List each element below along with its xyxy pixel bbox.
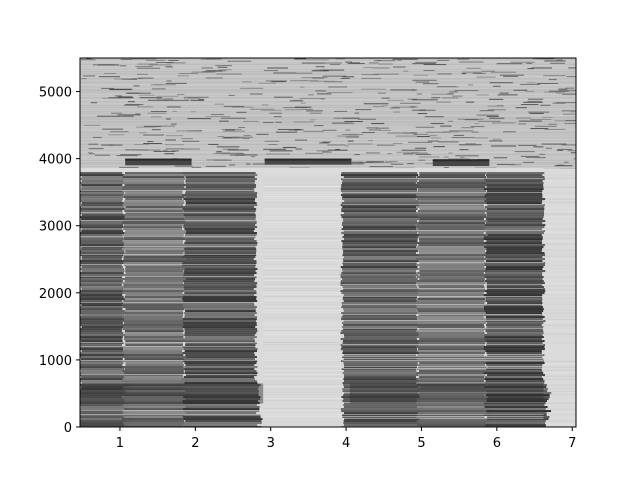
- right-strip: [543, 168, 576, 427]
- y-tick-label: 1000: [39, 354, 72, 369]
- x-tick-label: 4: [342, 436, 350, 451]
- x-tick-label: 3: [267, 436, 275, 451]
- y-tick-label: 3000: [39, 220, 72, 235]
- y-tick-label: 0: [64, 421, 72, 436]
- dark-band-2: [349, 383, 544, 404]
- separator-strip: [80, 168, 544, 173]
- y-axis: 0 1000 2000 3000 4000 5000: [39, 86, 80, 436]
- plot-frame: [79, 57, 577, 428]
- top-noise-band: [80, 58, 576, 170]
- x-tick-label: 6: [493, 436, 501, 451]
- gap-region: [263, 172, 343, 427]
- heatmap-image: [80, 58, 576, 427]
- x-tick-label: 2: [191, 436, 199, 451]
- y-tick-label: 2000: [39, 287, 72, 302]
- x-tick-label: 1: [116, 436, 124, 451]
- y-tick-label: 5000: [39, 86, 72, 101]
- dense-block-2: [340, 172, 552, 427]
- bar-3: [432, 159, 490, 167]
- dense-block-1: [80, 172, 264, 427]
- x-tick-label: 5: [417, 436, 425, 451]
- bar-2: [264, 158, 352, 165]
- y-tick-label: 4000: [39, 153, 72, 168]
- x-axis: 1 2 3 4 5 6 7: [116, 427, 576, 451]
- dark-band-1: [80, 383, 264, 404]
- x-tick-label: 7: [568, 436, 576, 451]
- bar-1: [125, 158, 192, 166]
